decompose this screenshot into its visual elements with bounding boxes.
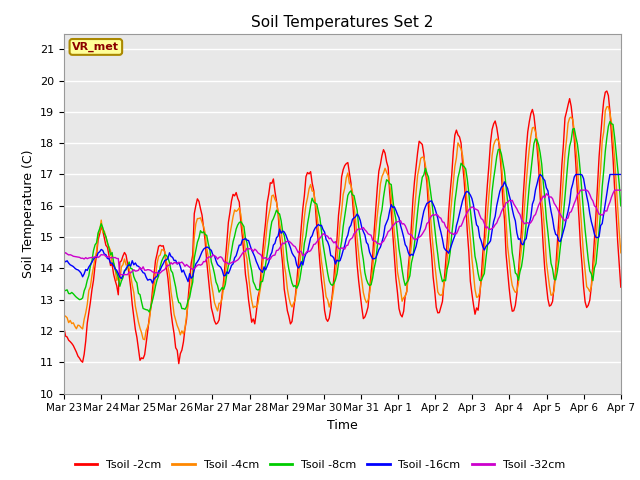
- Title: Soil Temperatures Set 2: Soil Temperatures Set 2: [252, 15, 433, 30]
- Text: VR_met: VR_met: [72, 42, 119, 52]
- Y-axis label: Soil Temperature (C): Soil Temperature (C): [22, 149, 35, 278]
- X-axis label: Time: Time: [327, 419, 358, 432]
- Legend: Tsoil -2cm, Tsoil -4cm, Tsoil -8cm, Tsoil -16cm, Tsoil -32cm: Tsoil -2cm, Tsoil -4cm, Tsoil -8cm, Tsoi…: [70, 456, 570, 474]
